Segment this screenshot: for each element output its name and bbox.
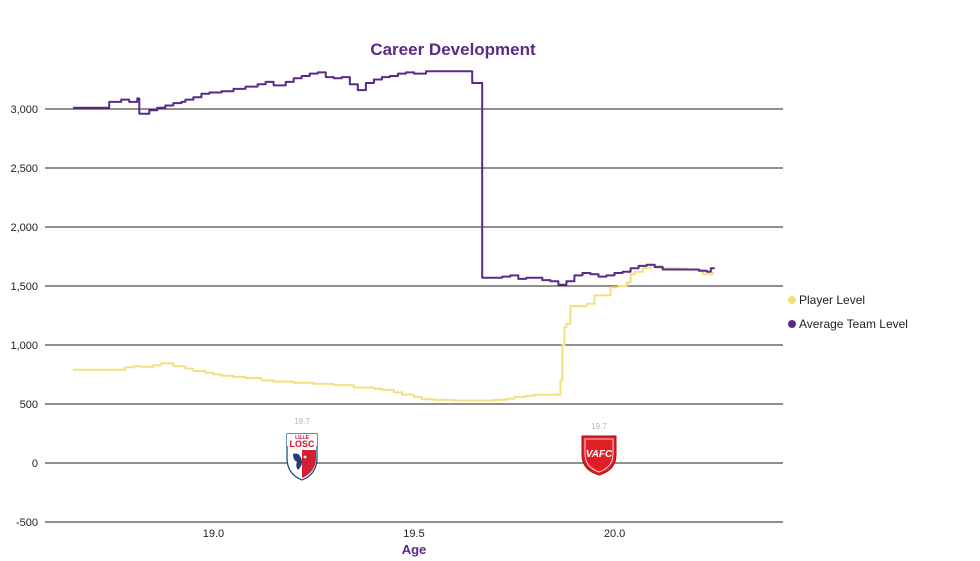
svg-text:VAFC: VAFC xyxy=(586,449,613,460)
y-tick-label: -500 xyxy=(16,517,38,529)
x-axis-title: Age xyxy=(402,542,427,557)
y-axis-ticks: 3,000 2,500 2,000 1,500 1,000 500 0 -500 xyxy=(10,104,38,529)
y-tick-label: 0 xyxy=(32,458,38,470)
y-tick-label: 2,500 xyxy=(10,163,38,175)
legend-label-player-level: Player Level xyxy=(799,293,865,307)
chart-title: Career Development xyxy=(370,40,536,59)
vafc-logo: VAFC xyxy=(581,435,617,476)
club-age-label-lille: 18.7 xyxy=(294,417,310,426)
x-axis-ticks: 19.0 19.5 20.0 xyxy=(203,528,626,540)
club-annotation-lille: 18.7 LILLE LOSC xyxy=(286,417,318,481)
legend[interactable]: Player Level Average Team Level xyxy=(788,293,908,331)
gridlines xyxy=(45,108,783,523)
legend-marker-average-team-level xyxy=(788,320,796,328)
series-lines xyxy=(73,70,715,402)
y-tick-label: 1,500 xyxy=(10,281,38,293)
y-tick-label: 2,000 xyxy=(10,222,38,234)
svg-text:LILLE: LILLE xyxy=(295,435,310,441)
series-line-player-level[interactable] xyxy=(73,264,714,402)
y-tick-label: 500 xyxy=(20,399,38,411)
series-line-average-team-level[interactable] xyxy=(73,70,715,286)
x-tick-label: 19.0 xyxy=(203,528,224,540)
y-tick-label: 1,000 xyxy=(10,340,38,352)
y-tick-label: 3,000 xyxy=(10,104,38,116)
legend-marker-player-level xyxy=(788,296,796,304)
x-tick-label: 19.5 xyxy=(403,528,424,540)
legend-label-average-team-level: Average Team Level xyxy=(799,317,908,331)
club-age-label-valenciennes: 19.7 xyxy=(591,422,607,431)
svg-text:LOSC: LOSC xyxy=(289,439,315,449)
x-tick-label: 20.0 xyxy=(604,528,625,540)
lille-losc-logo: LILLE LOSC xyxy=(286,433,318,481)
club-annotation-valenciennes: 19.7 VAFC xyxy=(581,422,617,476)
